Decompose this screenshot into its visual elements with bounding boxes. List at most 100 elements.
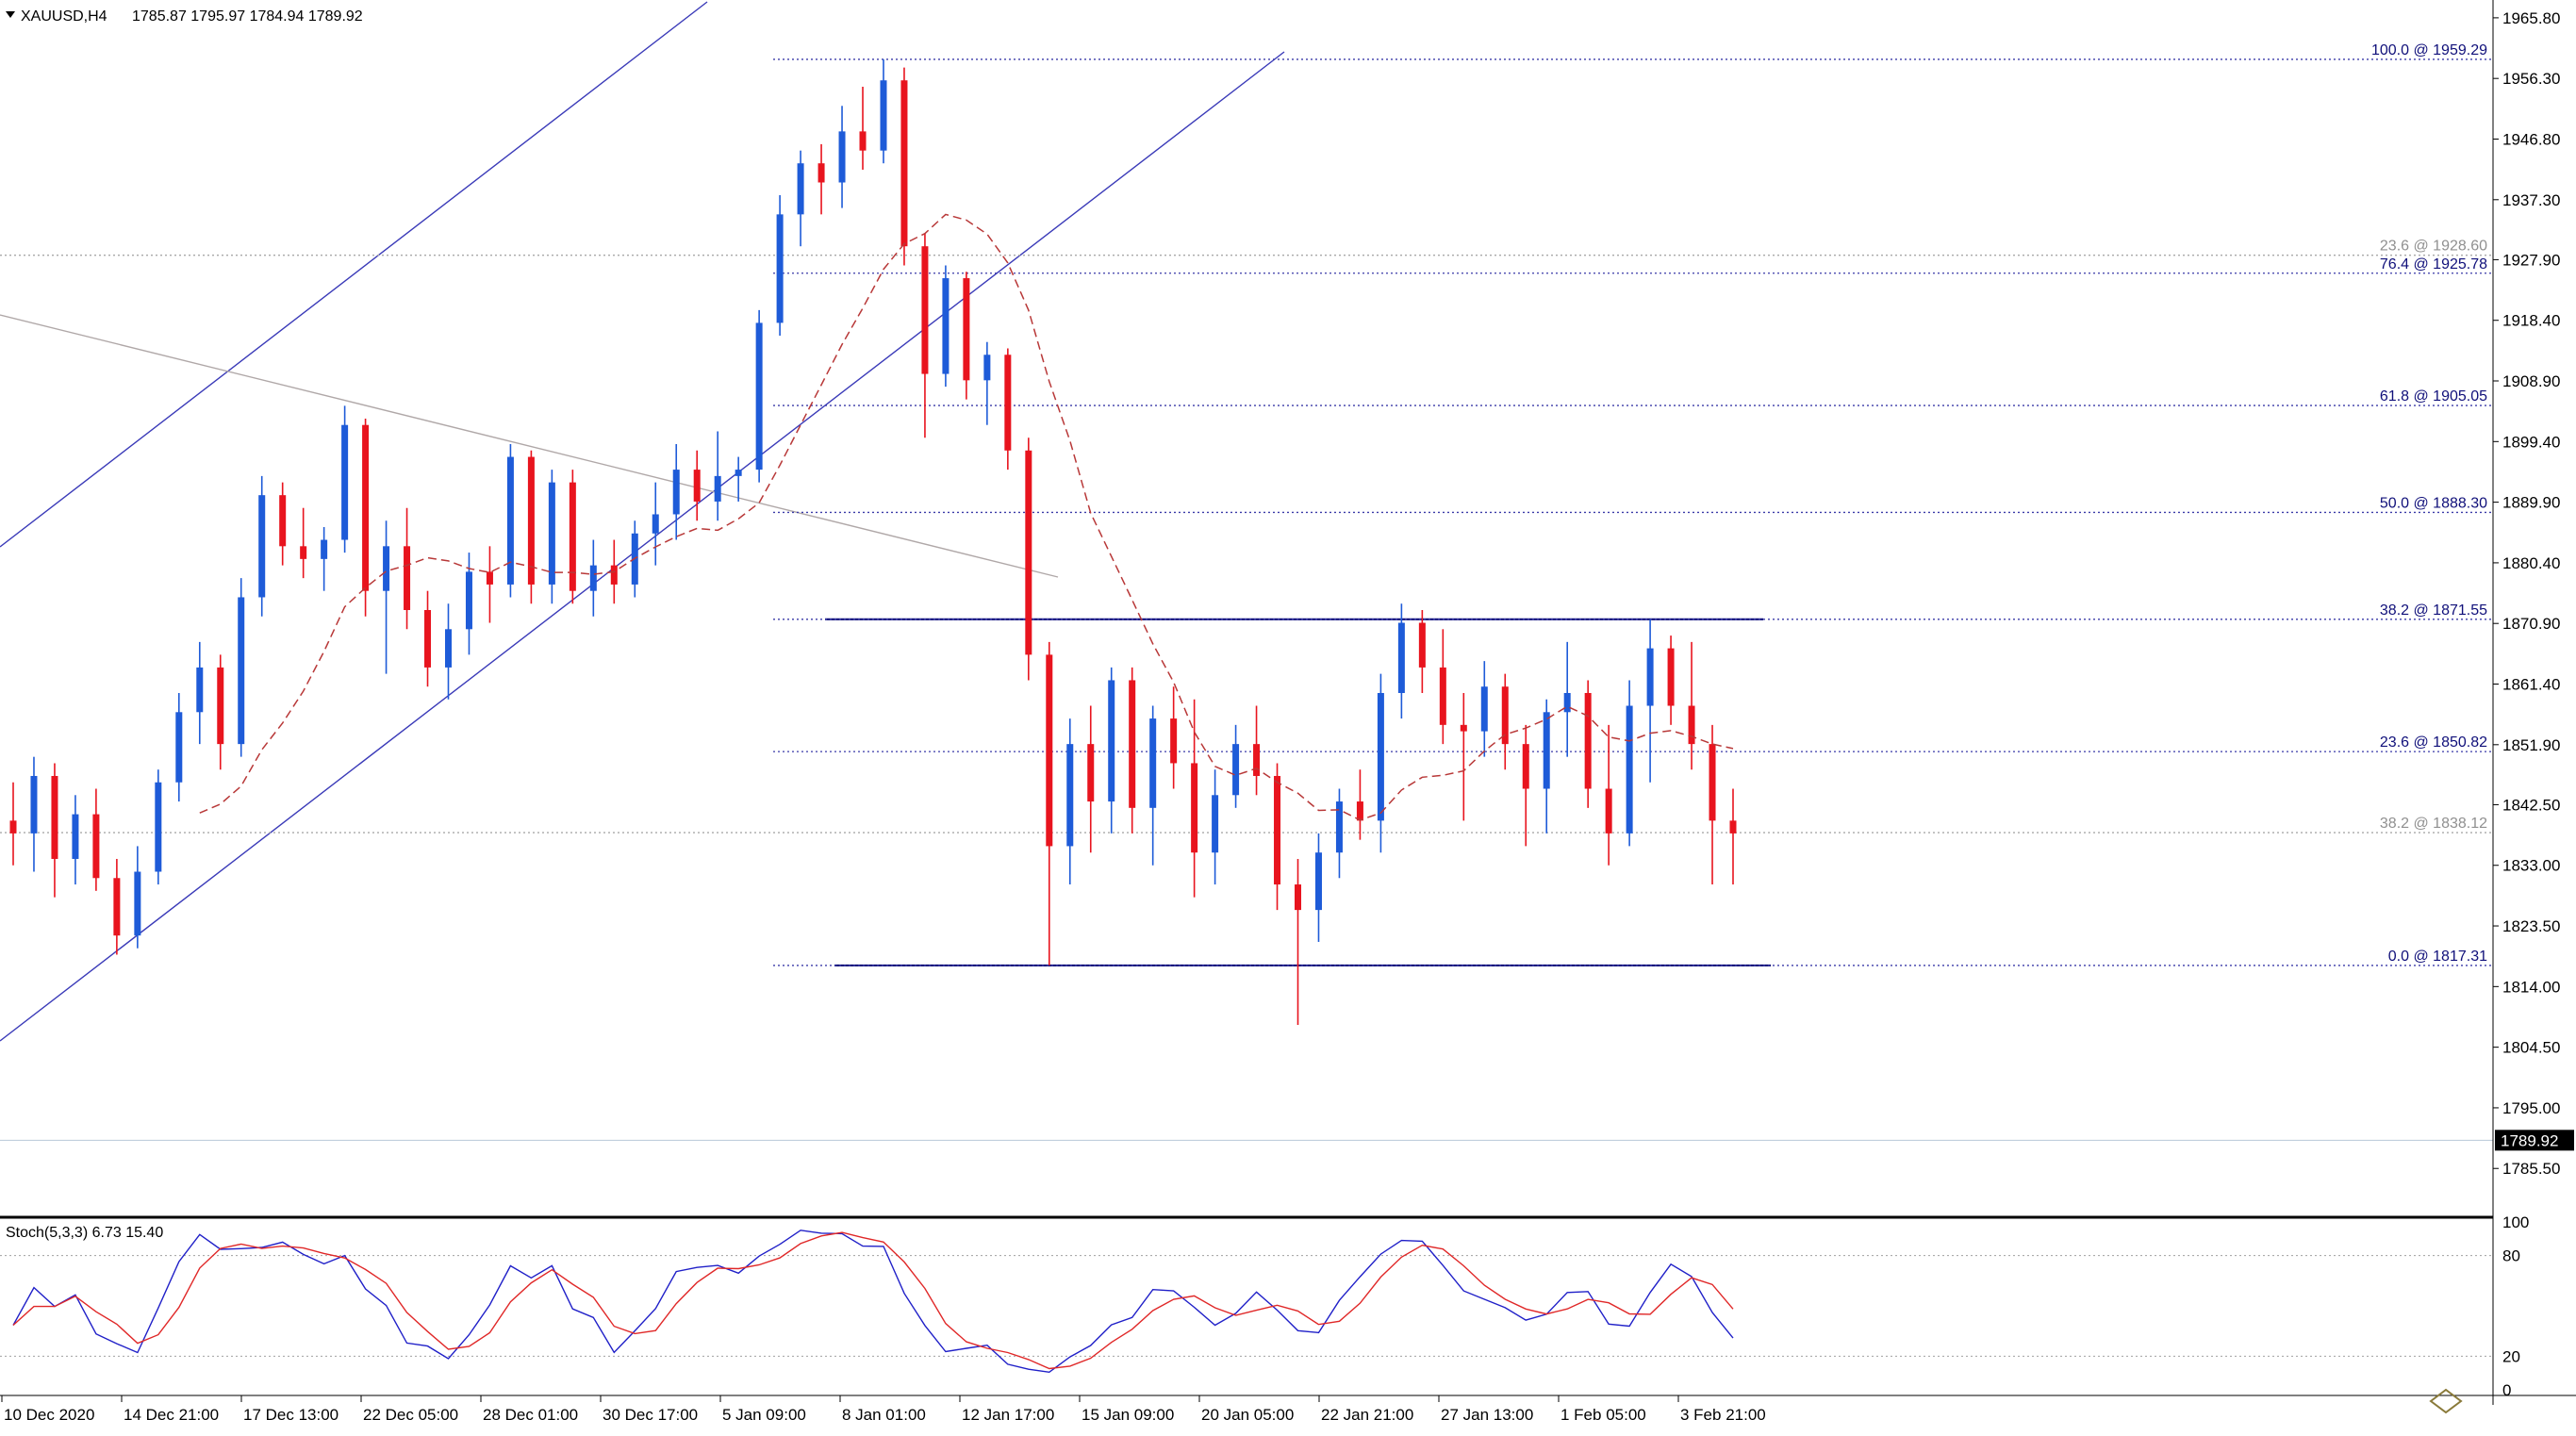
candle-body[interactable] [1646, 648, 1654, 706]
fib-level-label: 61.8 @ 1905.05 [2380, 388, 2487, 404]
candle-body[interactable] [30, 775, 38, 834]
candle-body[interactable] [1667, 648, 1675, 706]
candle-body[interactable] [424, 610, 432, 668]
candle-body[interactable] [1066, 744, 1074, 847]
candle-body[interactable] [300, 546, 307, 559]
candle-body[interactable] [714, 475, 721, 502]
candle-body[interactable] [1460, 724, 1467, 732]
candle-body[interactable] [51, 775, 58, 859]
candle-body[interactable] [1501, 686, 1509, 745]
channel-upper-line[interactable] [0, 1, 708, 548]
candle-body[interactable] [1295, 884, 1302, 911]
candle-body[interactable] [797, 163, 804, 215]
candle-body[interactable] [610, 565, 618, 585]
candle-body[interactable] [217, 667, 224, 745]
stochastic-main-line[interactable] [12, 1230, 1734, 1374]
candle-body[interactable] [1439, 667, 1446, 725]
candle-body[interactable] [175, 712, 183, 783]
candle-body[interactable] [1004, 355, 1012, 451]
candle-body[interactable] [1108, 680, 1115, 802]
candle-body[interactable] [113, 878, 121, 936]
candle-body[interactable] [1480, 686, 1488, 732]
candle-body[interactable] [817, 163, 825, 183]
candle-body[interactable] [569, 482, 576, 591]
candle-body[interactable] [921, 246, 929, 374]
candle-body[interactable] [1563, 692, 1571, 713]
candle-body[interactable] [1584, 692, 1592, 789]
candle-body[interactable] [9, 820, 17, 834]
candle-body[interactable] [527, 456, 535, 585]
candle-body[interactable] [238, 597, 245, 745]
candle-body[interactable] [1522, 744, 1529, 789]
candle-body[interactable] [1274, 775, 1281, 885]
candle-body[interactable] [1212, 795, 1219, 853]
candle-body[interactable] [1314, 852, 1322, 911]
candle-body[interactable] [1170, 718, 1178, 764]
candle-body[interactable] [1025, 450, 1032, 655]
candle-body[interactable] [444, 629, 452, 668]
candle-body[interactable] [1626, 705, 1633, 834]
candle-body[interactable] [1129, 680, 1136, 808]
candle-body[interactable] [92, 814, 100, 879]
time-tick-label: 15 Jan 09:00 [1082, 1406, 1174, 1424]
moving-average-line[interactable] [199, 213, 1734, 821]
price-tick-label: 1785.50 [2502, 1160, 2560, 1178]
time-tick-label: 5 Jan 09:00 [722, 1406, 806, 1424]
descending-trendline[interactable] [0, 314, 1059, 578]
candle-body[interactable] [1397, 622, 1405, 693]
stochastic-signal-line[interactable] [12, 1231, 1734, 1370]
price-tick-label: 1918.40 [2502, 312, 2560, 330]
candle-body[interactable] [859, 131, 867, 151]
price-tick-label: 1899.40 [2502, 433, 2560, 451]
candle-body[interactable] [755, 322, 763, 470]
time-tick-label: 10 Dec 2020 [4, 1406, 94, 1424]
candle-body[interactable] [880, 80, 887, 151]
candle-body[interactable] [672, 470, 680, 515]
candle-body[interactable] [1605, 788, 1612, 834]
candle-body[interactable] [838, 131, 846, 183]
candle-body[interactable] [1418, 622, 1426, 668]
candle-body[interactable] [1149, 718, 1157, 808]
channel-lower-line[interactable] [0, 51, 1285, 1042]
candle-body[interactable] [341, 424, 349, 540]
dropdown-triangle-icon[interactable] [6, 11, 15, 18]
candle-body[interactable] [1709, 744, 1716, 821]
candle-body[interactable] [942, 278, 949, 374]
candle-body[interactable] [465, 571, 472, 630]
candle-body[interactable] [486, 571, 493, 585]
candle-body[interactable] [1688, 705, 1695, 745]
candle-body[interactable] [776, 214, 784, 323]
candle-body[interactable] [362, 424, 370, 591]
candle-body[interactable] [735, 470, 742, 476]
candle-body[interactable] [1356, 801, 1363, 821]
candle-body[interactable] [196, 667, 204, 713]
candle-body[interactable] [693, 470, 701, 502]
candle-body[interactable] [1232, 744, 1240, 796]
candle-body[interactable] [589, 565, 597, 591]
candle-body[interactable] [548, 482, 555, 585]
candle-body[interactable] [258, 495, 266, 598]
candle-body[interactable] [321, 539, 328, 559]
candle-body[interactable] [1729, 820, 1737, 834]
candle-body[interactable] [900, 80, 908, 247]
candle-body[interactable] [983, 355, 991, 381]
candle-body[interactable] [1191, 763, 1198, 853]
candle-body[interactable] [155, 782, 162, 872]
candle-body[interactable] [1087, 744, 1095, 802]
candle-body[interactable] [1543, 712, 1550, 789]
candle-body[interactable] [1046, 654, 1053, 847]
fib-level-label: 100.0 @ 1959.29 [2371, 42, 2487, 58]
candle-body[interactable] [72, 814, 79, 859]
candle-body[interactable] [1377, 692, 1384, 821]
candle-body[interactable] [963, 278, 970, 381]
candle-body[interactable] [506, 456, 514, 585]
candle-body[interactable] [404, 546, 411, 610]
candle-body[interactable] [279, 495, 287, 547]
candle-body[interactable] [1335, 801, 1343, 853]
candle-body[interactable] [1253, 744, 1261, 776]
candle-body[interactable] [383, 546, 390, 591]
candle-body[interactable] [652, 514, 659, 534]
candle-body[interactable] [134, 871, 141, 936]
